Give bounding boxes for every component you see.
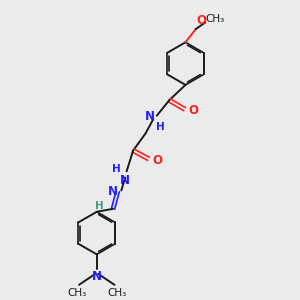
Text: H: H — [95, 201, 103, 211]
Text: O: O — [152, 154, 162, 167]
Text: CH₃: CH₃ — [107, 288, 127, 298]
Text: H: H — [112, 164, 121, 174]
Text: CH₃: CH₃ — [206, 14, 225, 24]
Text: H: H — [156, 122, 165, 132]
Text: O: O — [188, 104, 198, 117]
Text: N: N — [120, 174, 130, 187]
Text: N: N — [92, 270, 102, 283]
Text: N: N — [108, 185, 118, 198]
Text: N: N — [145, 110, 155, 123]
Text: CH₃: CH₃ — [67, 288, 86, 298]
Text: O: O — [196, 14, 206, 27]
